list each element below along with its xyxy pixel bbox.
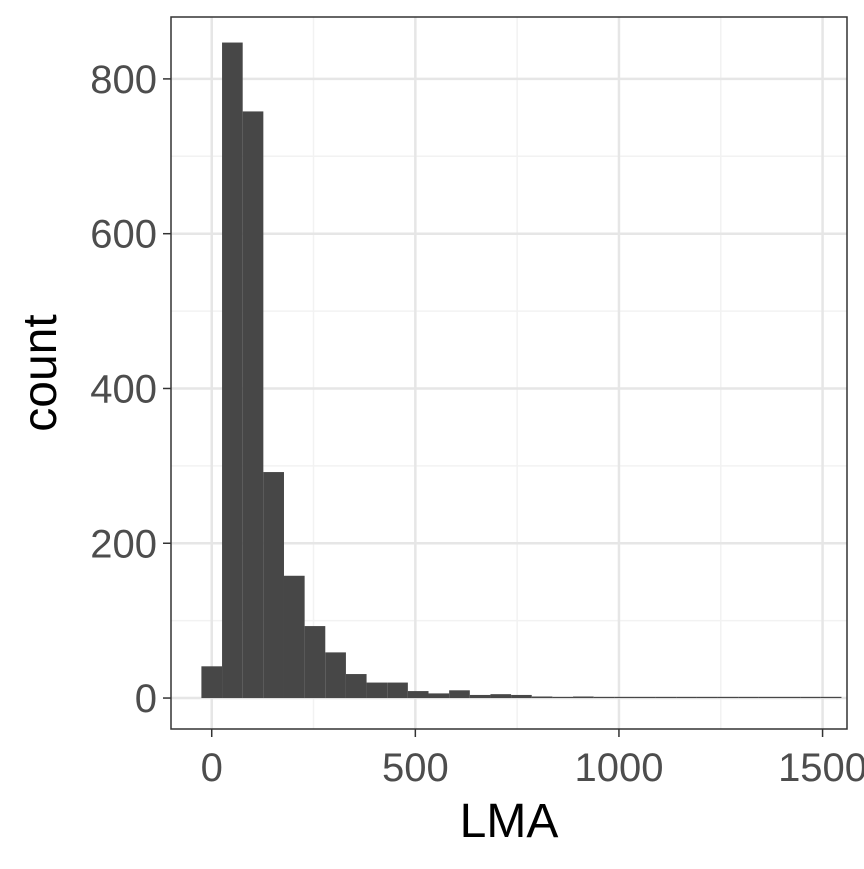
histogram-bar bbox=[573, 696, 594, 699]
y-tick-label: 400 bbox=[90, 367, 157, 411]
histogram-bar bbox=[201, 666, 223, 699]
histogram-bar bbox=[490, 694, 512, 699]
histogram-bar bbox=[511, 694, 532, 699]
x-tick-label: 500 bbox=[382, 746, 449, 790]
histogram-bar bbox=[407, 691, 429, 699]
y-axis-title: count bbox=[14, 314, 67, 431]
histogram-bar bbox=[387, 682, 408, 699]
histogram-bar bbox=[738, 696, 759, 699]
histogram-bar bbox=[758, 696, 780, 699]
histogram-bar bbox=[469, 694, 491, 699]
histogram-bar bbox=[345, 674, 367, 699]
x-tick-label: 1500 bbox=[778, 746, 864, 790]
y-tick-label: 200 bbox=[90, 522, 157, 566]
histogram-bar bbox=[304, 626, 326, 699]
histogram-bar bbox=[242, 111, 264, 699]
histogram-bar bbox=[800, 696, 821, 699]
histogram-bar bbox=[634, 696, 656, 699]
histogram-bar bbox=[366, 682, 388, 699]
x-tick-label: 1000 bbox=[574, 746, 663, 790]
histogram-bar bbox=[428, 693, 450, 699]
histogram-bar bbox=[283, 575, 305, 699]
panel-border bbox=[170, 16, 848, 730]
bars-layer bbox=[201, 42, 842, 699]
histogram-bar bbox=[779, 696, 801, 699]
x-axis: 0 500 1000 1500 bbox=[201, 729, 864, 790]
x-tick-label: 0 bbox=[201, 746, 223, 790]
y-tick-label: 0 bbox=[135, 677, 157, 721]
histogram-bar bbox=[717, 696, 739, 699]
y-tick-label: 600 bbox=[90, 213, 157, 257]
histogram-bar bbox=[222, 42, 243, 699]
y-tick-label: 800 bbox=[90, 58, 157, 102]
histogram-bar bbox=[552, 696, 574, 699]
histogram-bar bbox=[593, 696, 615, 699]
histogram-bar bbox=[325, 652, 346, 699]
histogram-bar bbox=[655, 696, 677, 699]
histogram-bar bbox=[696, 696, 718, 699]
histogram-bar bbox=[531, 696, 553, 699]
histogram-bar bbox=[614, 696, 635, 699]
histogram-bar bbox=[263, 472, 284, 699]
histogram-bar bbox=[676, 696, 697, 699]
x-axis-title: LMA bbox=[460, 795, 559, 848]
histogram-bar bbox=[449, 690, 470, 699]
histogram-bar bbox=[820, 696, 842, 699]
y-axis: 0 200 400 600 800 bbox=[90, 58, 171, 721]
